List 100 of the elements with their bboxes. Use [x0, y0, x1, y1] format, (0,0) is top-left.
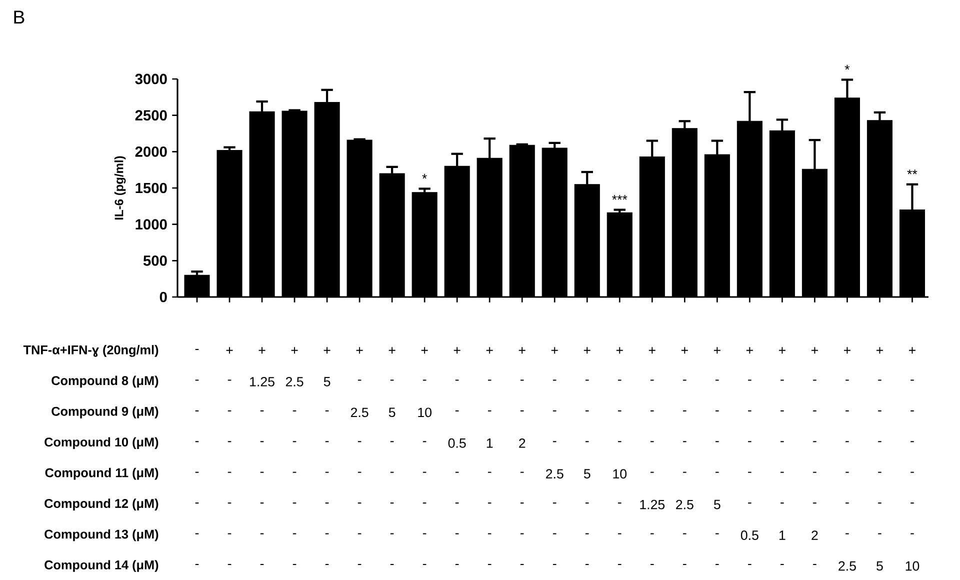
text: - [260, 533, 264, 534]
text: 1.25 [250, 376, 274, 386]
text: - [586, 533, 589, 534]
text: - [618, 441, 622, 442]
text: - [650, 564, 654, 565]
text: - [552, 410, 556, 412]
text: 2.5 [838, 561, 856, 571]
text: - [358, 564, 362, 565]
text: - [195, 502, 199, 504]
text: 2.5 [286, 376, 304, 386]
text: - [228, 533, 232, 534]
text: + [681, 347, 688, 354]
text: - [650, 380, 654, 381]
text: - [650, 472, 654, 473]
text: - [390, 472, 394, 473]
text: - [358, 380, 362, 381]
text: - [325, 533, 329, 534]
text: - [813, 564, 816, 565]
text: - [552, 564, 556, 565]
text: + [226, 347, 233, 354]
text: - [878, 472, 882, 473]
text: - [846, 410, 849, 412]
text: - [390, 564, 394, 565]
text: - [748, 380, 752, 381]
text: 5 [388, 408, 396, 418]
text: - [683, 380, 686, 381]
text: - [520, 502, 524, 504]
text: + [876, 347, 883, 354]
text: 2.5 [676, 500, 694, 510]
text: - [228, 502, 232, 504]
text: - [292, 410, 296, 412]
text: + [486, 347, 493, 354]
text: - [878, 380, 882, 381]
text: - [390, 502, 394, 504]
text: - [390, 380, 394, 381]
text: 10 [418, 408, 432, 418]
text: 1 [486, 438, 493, 448]
text: - [683, 533, 686, 534]
text: - [910, 410, 914, 412]
text: - [586, 564, 589, 565]
y-tick-label: 0 [160, 292, 167, 302]
text: - [325, 410, 329, 412]
text: - [292, 564, 296, 565]
text: 5 [584, 469, 590, 478]
text: - [716, 410, 719, 412]
text: - [195, 348, 199, 350]
text: + [258, 347, 266, 354]
text: - [910, 441, 914, 442]
text: - [488, 564, 492, 565]
text: - [455, 533, 459, 534]
text: - [683, 410, 686, 412]
text: - [716, 533, 719, 534]
text: + [811, 347, 818, 354]
text: 0.5 [740, 530, 758, 540]
text: - [846, 502, 849, 504]
text: - [683, 472, 686, 473]
text: - [260, 472, 264, 473]
text: - [813, 502, 816, 504]
text: - [422, 441, 426, 442]
text: - [422, 380, 426, 381]
text: - [780, 441, 784, 442]
text: Compound 13 (μM) [44, 529, 158, 542]
text: - [748, 441, 752, 442]
text: 2.5 [350, 408, 368, 418]
text: - [552, 441, 556, 442]
text: Compound 10 (μM) [44, 437, 158, 450]
text: - [618, 410, 622, 412]
text: - [260, 502, 264, 504]
text: - [260, 564, 264, 565]
y-tick-label: 1000 [136, 219, 167, 230]
text: - [910, 533, 914, 534]
text: + [551, 347, 558, 354]
text: - [422, 564, 426, 565]
text: - [358, 502, 362, 504]
text: + [518, 347, 526, 354]
text: - [813, 410, 816, 412]
text: - [748, 564, 752, 565]
text: - [488, 380, 492, 381]
text: + [908, 347, 916, 354]
text: - [292, 472, 296, 473]
text: Compound 11 (μM) [45, 468, 158, 480]
text: - [650, 410, 654, 412]
text: + [616, 347, 623, 354]
text: - [228, 564, 232, 565]
text: - [586, 502, 589, 504]
text: - [910, 502, 914, 504]
text: - [780, 410, 784, 412]
text: - [488, 410, 492, 412]
text: - [488, 533, 492, 534]
text: Compound 12 (μM) [44, 498, 158, 510]
text: - [618, 380, 622, 381]
text: 2.5 [546, 469, 564, 479]
text: - [716, 441, 719, 442]
text: - [358, 441, 362, 442]
data-label: * [844, 64, 850, 70]
text: + [648, 347, 656, 354]
text: - [195, 410, 199, 412]
text: - [325, 564, 329, 565]
text: - [390, 533, 394, 534]
text: - [552, 502, 556, 504]
